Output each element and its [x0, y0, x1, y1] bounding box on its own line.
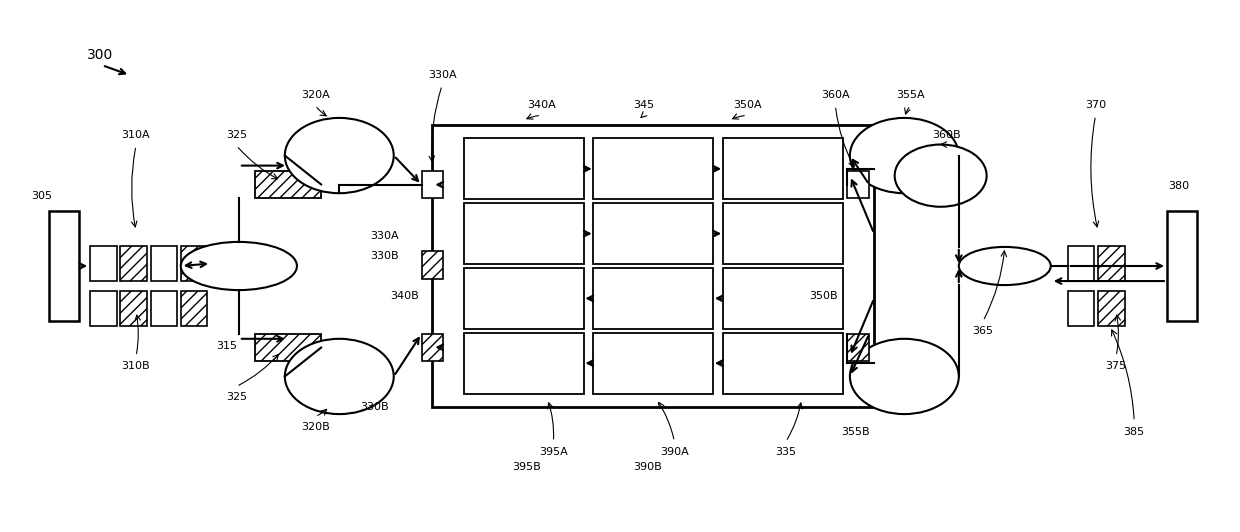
- Text: 330A: 330A: [370, 231, 398, 241]
- Bar: [1097, 246, 1125, 281]
- Text: 315: 315: [216, 342, 237, 351]
- Text: 360A: 360A: [821, 90, 849, 101]
- Ellipse shape: [285, 339, 394, 414]
- FancyBboxPatch shape: [464, 333, 584, 394]
- Bar: [254, 334, 321, 361]
- Text: 335: 335: [775, 447, 796, 457]
- Text: 395B: 395B: [512, 462, 541, 472]
- FancyBboxPatch shape: [48, 211, 79, 321]
- Bar: [254, 171, 321, 198]
- FancyBboxPatch shape: [847, 171, 869, 198]
- FancyBboxPatch shape: [150, 246, 177, 281]
- Text: 355B: 355B: [842, 427, 870, 437]
- Text: 395A: 395A: [539, 447, 568, 457]
- FancyBboxPatch shape: [594, 333, 713, 394]
- Text: 365: 365: [972, 326, 993, 336]
- Ellipse shape: [181, 242, 296, 290]
- Text: 330B: 330B: [370, 251, 398, 261]
- FancyBboxPatch shape: [1068, 291, 1095, 326]
- Ellipse shape: [849, 118, 959, 193]
- Text: 310A: 310A: [122, 130, 150, 140]
- Text: 300: 300: [87, 48, 113, 62]
- FancyBboxPatch shape: [464, 138, 584, 199]
- Text: 370: 370: [1085, 101, 1106, 110]
- FancyBboxPatch shape: [433, 126, 874, 406]
- Bar: [120, 291, 146, 326]
- FancyBboxPatch shape: [723, 333, 843, 394]
- Text: 320B: 320B: [301, 422, 330, 431]
- Bar: [181, 246, 207, 281]
- Text: 385: 385: [1123, 427, 1145, 437]
- Text: 320A: 320A: [301, 90, 330, 101]
- FancyBboxPatch shape: [1068, 246, 1095, 281]
- Text: 325: 325: [226, 392, 247, 402]
- Text: 360B: 360B: [932, 130, 961, 140]
- Bar: [847, 334, 869, 361]
- FancyBboxPatch shape: [150, 291, 177, 326]
- Bar: [422, 251, 444, 279]
- Text: 325: 325: [226, 130, 247, 140]
- Text: 390A: 390A: [660, 447, 689, 457]
- Bar: [120, 246, 146, 281]
- FancyBboxPatch shape: [91, 246, 117, 281]
- FancyBboxPatch shape: [1167, 211, 1197, 321]
- FancyBboxPatch shape: [723, 268, 843, 329]
- Text: 340A: 340A: [527, 101, 556, 110]
- Text: 350B: 350B: [808, 291, 837, 301]
- Text: 340B: 340B: [391, 291, 419, 301]
- Text: 345: 345: [634, 101, 655, 110]
- FancyBboxPatch shape: [594, 203, 713, 264]
- Text: 375: 375: [1106, 361, 1127, 371]
- Ellipse shape: [895, 145, 987, 207]
- FancyBboxPatch shape: [91, 291, 117, 326]
- FancyBboxPatch shape: [464, 203, 584, 264]
- Text: 330B: 330B: [360, 402, 388, 412]
- Text: 350A: 350A: [733, 101, 761, 110]
- Text: 305: 305: [31, 190, 52, 201]
- Bar: [1097, 291, 1125, 326]
- Ellipse shape: [959, 247, 1050, 285]
- Text: 355A: 355A: [897, 90, 925, 101]
- FancyBboxPatch shape: [594, 268, 713, 329]
- Text: 330A: 330A: [428, 70, 456, 80]
- FancyBboxPatch shape: [723, 138, 843, 199]
- Ellipse shape: [849, 339, 959, 414]
- FancyBboxPatch shape: [723, 203, 843, 264]
- Text: 390B: 390B: [634, 462, 662, 472]
- Text: 310B: 310B: [122, 361, 150, 371]
- FancyBboxPatch shape: [422, 171, 444, 198]
- FancyBboxPatch shape: [594, 138, 713, 199]
- Bar: [422, 334, 444, 361]
- Bar: [181, 291, 207, 326]
- FancyBboxPatch shape: [464, 268, 584, 329]
- Text: 380: 380: [1168, 181, 1189, 190]
- Ellipse shape: [285, 118, 394, 193]
